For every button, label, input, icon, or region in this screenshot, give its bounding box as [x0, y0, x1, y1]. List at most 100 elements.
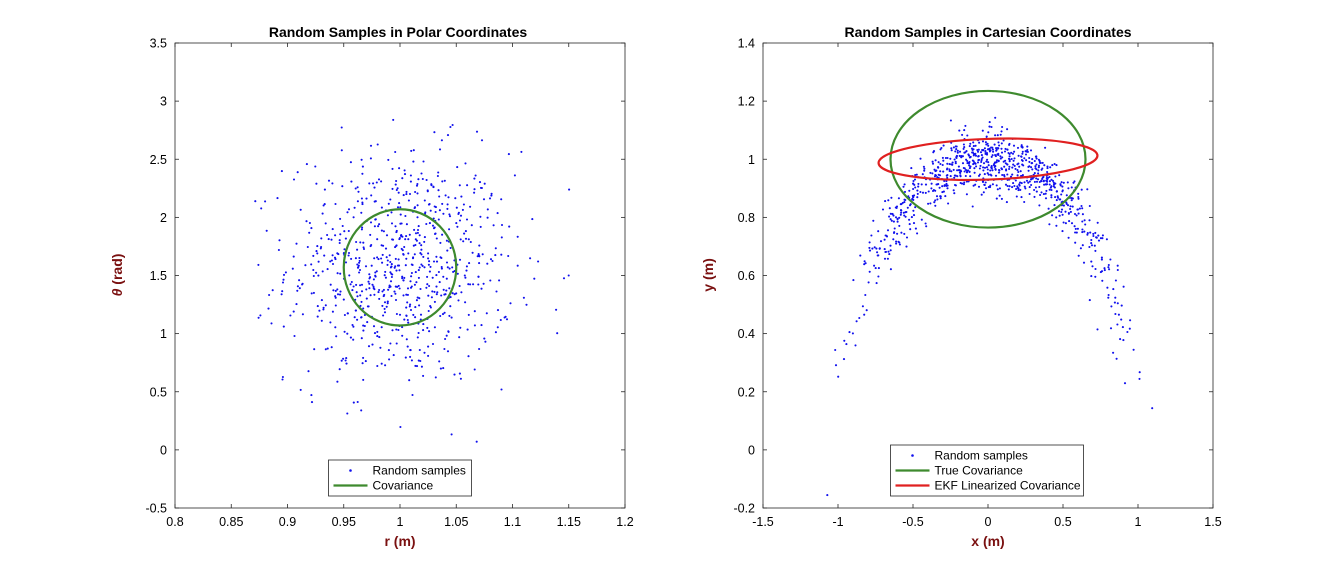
chart-cartesian-sample-point	[1061, 190, 1064, 193]
chart-polar-sample-point	[413, 283, 416, 286]
chart-polar-sample-point	[481, 253, 484, 256]
chart-polar-sample-point	[373, 200, 376, 203]
chart-cartesian-sample-point	[1030, 183, 1033, 187]
chart-polar-sample-point	[463, 232, 466, 235]
chart-cartesian-sample-point	[946, 162, 949, 165]
chart-polar-sample-point	[257, 263, 260, 266]
chart-polar-sample-point	[313, 348, 316, 351]
chart-polar-sample-point	[391, 238, 394, 241]
chart-cartesian-sample-point	[956, 169, 959, 172]
chart-polar-sample-point	[479, 225, 482, 228]
chart-polar-sample-point	[410, 275, 413, 278]
chart-polar-sample-point	[395, 188, 398, 192]
chart-cartesian-sample-point	[982, 169, 985, 172]
chart-cartesian-sample-point	[878, 247, 881, 250]
chart-polar-sample-point	[394, 246, 397, 249]
chart-cartesian-sample-point	[1035, 155, 1038, 158]
chart-cartesian-sample-point	[1084, 223, 1087, 226]
chart-polar-sample-point	[467, 238, 470, 241]
chart-polar-sample-point	[464, 162, 467, 165]
chart-cartesian-sample-point	[1011, 152, 1015, 155]
chart-polar-sample-point	[377, 291, 380, 294]
chart-cartesian-sample-point	[1021, 163, 1024, 166]
chart-polar-sample-point	[310, 401, 314, 404]
chart-cartesian-sample-point	[964, 124, 967, 127]
chart-cartesian-sample-point	[1061, 213, 1064, 216]
chart-cartesian-sample-point	[953, 183, 957, 187]
chart-polar-sample-point	[386, 214, 389, 217]
chart-polar-sample-point	[444, 337, 447, 341]
chart-cartesian-sample-point	[948, 168, 951, 171]
chart-polar-sample-point	[296, 285, 299, 288]
chart-cartesian-sample-point	[967, 161, 970, 164]
chart-cartesian-sample-point	[1122, 339, 1125, 342]
chart-polar-sample-point	[448, 287, 451, 290]
chart-cartesian-sample-point	[981, 140, 985, 143]
chart-polar-sample-point	[426, 326, 429, 329]
chart-polar-sample-point	[438, 281, 441, 284]
chart-polar-sample-point	[443, 347, 446, 351]
chart-cartesian-sample-point	[1044, 183, 1047, 186]
chart-cartesian-sample-point	[953, 158, 956, 161]
chart-cartesian-sample-point	[1013, 150, 1016, 153]
chart-polar-sample-point	[390, 265, 393, 268]
chart-cartesian-sample-point	[995, 197, 998, 200]
chart-cartesian-sample-point	[1006, 173, 1009, 176]
chart-polar-sample-point	[365, 288, 368, 291]
chart-polar-sample-point	[292, 178, 296, 181]
chart-polar-sample-point	[337, 253, 340, 256]
chart-polar-sample-point	[415, 239, 418, 242]
chart-polar-sample-point	[556, 332, 559, 335]
chart-cartesian-sample-point	[1014, 167, 1017, 170]
chart-cartesian-sample-point	[994, 168, 997, 171]
chart-cartesian-sample-point	[934, 204, 937, 207]
chart-cartesian-sample-point	[1008, 165, 1011, 168]
chart-cartesian-sample-point	[897, 240, 900, 243]
chart-polar-sample-point	[387, 288, 390, 291]
chart-polar-sample-point	[412, 244, 415, 247]
chart-polar-sample-point	[358, 256, 361, 260]
chart-cartesian-sample-point	[868, 249, 872, 252]
chart-cartesian-sample-point	[1034, 186, 1037, 189]
chart-polar-sample-point	[347, 229, 350, 233]
chart-polar-sample-point	[407, 199, 410, 202]
chart-polar-sample-point	[387, 202, 390, 205]
chart-cartesian-sample-point	[898, 243, 901, 246]
chart-cartesian-sample-point	[1066, 181, 1069, 184]
chart-cartesian-sample-point	[949, 157, 952, 160]
chart-cartesian-sample-point	[1112, 288, 1115, 291]
chart-polar-sample-point	[321, 212, 324, 215]
chart-polar-sample-point	[425, 222, 428, 226]
chart-cartesian-sample-point	[987, 164, 990, 167]
chart-polar-sample-point	[339, 233, 342, 236]
chart-polar-sample-point	[324, 304, 327, 307]
chart-cartesian-sample-point	[877, 275, 880, 278]
chart-polar-sample-point	[360, 158, 363, 161]
chart-polar-sample-point	[277, 248, 280, 252]
chart-cartesian-sample-point	[993, 161, 996, 164]
chart-polar-sample-point	[500, 253, 503, 256]
chart-polar-sample-point	[504, 315, 507, 318]
chart-polar-sample-point	[431, 342, 435, 346]
chart-cartesian-sample-point	[985, 160, 988, 163]
chart-cartesian-sample-point	[957, 165, 960, 168]
chart-polar-sample-point	[440, 294, 443, 297]
chart-cartesian-sample-point	[1034, 167, 1037, 170]
chart-polar-sample-point	[401, 275, 404, 278]
chart-cartesian-sample-point	[990, 166, 993, 169]
chart-cartesian-sample-point	[1012, 182, 1015, 185]
chart-polar-sample-point	[329, 283, 332, 286]
chart-polar-sample-point	[418, 242, 421, 245]
chart-cartesian-sample-point	[996, 134, 999, 137]
chart-cartesian-sample-point	[1090, 238, 1093, 242]
chart-polar-sample-point	[456, 272, 459, 275]
chart-polar-sample-point	[457, 211, 460, 214]
chart-cartesian-sample-point	[903, 183, 906, 186]
chart-cartesian-sample-point	[929, 202, 932, 205]
chart-cartesian-sample-point	[950, 170, 953, 173]
chart-polar-sample-point	[405, 338, 408, 341]
chart-cartesian-sample-point	[950, 147, 953, 150]
chart-cartesian-sample-point	[834, 364, 838, 367]
chart-cartesian-sample-point	[1050, 194, 1053, 197]
chart-polar-sample-point	[406, 293, 409, 296]
